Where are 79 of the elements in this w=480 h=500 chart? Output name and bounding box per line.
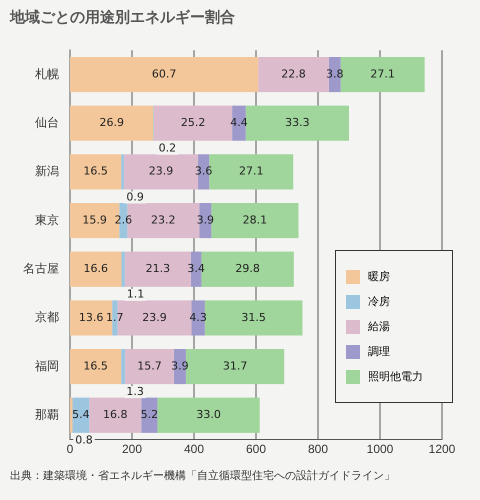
x2-tick-label: 200 xyxy=(122,442,142,456)
x2-tick-label: 1000 xyxy=(366,442,394,456)
data-label: 21.3 xyxy=(146,262,170,276)
x2-tick-label: 400 xyxy=(184,442,204,456)
data-label: 26.9 xyxy=(99,116,124,130)
data-label: 27.1 xyxy=(238,164,264,178)
bar xyxy=(70,106,154,141)
data-label: 23.9 xyxy=(148,164,174,178)
data-label: 2.6 xyxy=(114,213,132,226)
y-tick-label: 名古屋 xyxy=(23,262,59,276)
data-label: 3.4 xyxy=(187,262,205,276)
data-label: 33.3 xyxy=(285,116,310,130)
y-tick-label: 新潟 xyxy=(35,164,59,178)
data-label: 5.2 xyxy=(140,408,158,422)
data-label: 16.8 xyxy=(103,408,128,422)
data-label: 1.3 xyxy=(126,385,144,398)
bar xyxy=(89,398,142,433)
data-label: 3.9 xyxy=(171,359,189,372)
data-label: 15.9 xyxy=(82,213,107,226)
bar xyxy=(70,56,258,92)
bar xyxy=(121,349,126,384)
y-tick-label: 札幌 xyxy=(35,66,59,81)
data-label: 1.1 xyxy=(126,288,144,301)
data-label: 28.1 xyxy=(242,213,268,226)
data-label: 0.2 xyxy=(158,142,176,155)
data-label: 0.9 xyxy=(126,190,144,204)
bar xyxy=(141,398,158,433)
x2-tick-label: 800 xyxy=(308,442,328,456)
source-note: 出典：建築環境・省エネルギー機構「自立循環型住宅への設計ガイドライン」 xyxy=(10,468,395,483)
data-label: 23.9 xyxy=(142,310,167,324)
legend-label: 暖房 xyxy=(368,269,390,284)
y-tick-label: 那覇 xyxy=(35,408,59,422)
bar xyxy=(246,106,349,141)
bar xyxy=(154,106,232,141)
data-label: 16.5 xyxy=(83,359,108,372)
x2-tick-label: 0 xyxy=(66,442,74,456)
bar xyxy=(204,300,302,336)
bar xyxy=(232,106,246,141)
bar xyxy=(125,349,174,384)
data-label: 33.0 xyxy=(196,408,221,422)
data-label: 0.8 xyxy=(75,434,93,447)
data-label: 15.7 xyxy=(137,359,162,372)
y-tick-label: 仙台 xyxy=(35,116,59,130)
data-label: 1.7 xyxy=(106,310,124,324)
data-label: 60.7 xyxy=(152,67,176,80)
data-label: 3.6 xyxy=(194,164,212,178)
bar xyxy=(121,154,124,190)
legend-label: 給湯 xyxy=(368,319,390,334)
data-label: 13.6 xyxy=(78,310,104,324)
bar xyxy=(70,252,122,287)
chart-title: 地域ごとの用途別エネルギー割合 xyxy=(10,8,235,27)
data-label: 27.1 xyxy=(370,67,395,80)
data-label: 5.4 xyxy=(72,408,90,422)
bar xyxy=(70,349,122,384)
x2-tick-label: 600 xyxy=(246,442,266,456)
bar xyxy=(72,398,90,433)
data-label: 31.7 xyxy=(222,359,248,372)
data-label: 25.2 xyxy=(180,116,206,130)
data-label: 3.8 xyxy=(326,67,344,80)
legend-label: 調理 xyxy=(368,344,390,359)
bar xyxy=(192,300,205,336)
data-label: 23.2 xyxy=(151,213,176,226)
y-tick-label: 京都 xyxy=(35,310,59,324)
bar xyxy=(157,398,260,433)
bar xyxy=(70,154,122,190)
legend-label: 照明他電力 xyxy=(368,369,423,384)
bar xyxy=(121,252,125,287)
data-label: 4.4 xyxy=(230,116,248,130)
data-label: 16.5 xyxy=(83,164,108,178)
data-label: 3.9 xyxy=(196,213,214,226)
x2-tick-label: 1200 xyxy=(428,442,456,456)
data-label: 22.8 xyxy=(281,67,306,80)
data-label: 29.8 xyxy=(235,262,260,276)
data-label: 31.5 xyxy=(241,310,266,324)
data-label: 16.6 xyxy=(83,262,108,276)
data-label: 4.3 xyxy=(189,310,207,324)
y-tick-label: 東京 xyxy=(35,212,59,227)
legend-label: 冷房 xyxy=(368,294,390,309)
y-tick-label: 福岡 xyxy=(35,358,59,373)
